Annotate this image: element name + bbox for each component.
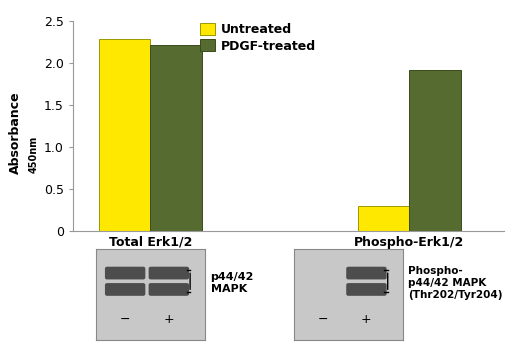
Text: p44/42
MAPK: p44/42 MAPK [211,272,254,294]
FancyBboxPatch shape [346,283,386,296]
FancyBboxPatch shape [105,267,146,279]
Text: +: + [163,313,174,326]
Legend: Untreated, PDGF-treated: Untreated, PDGF-treated [200,23,316,52]
Bar [409,70,461,231]
FancyBboxPatch shape [149,267,189,279]
Text: 450nm: 450nm [29,135,39,173]
Bar [99,40,150,231]
Text: +: + [361,313,372,326]
FancyBboxPatch shape [105,283,146,296]
Bar [358,206,409,231]
Bar [150,46,202,231]
Text: −: − [318,313,328,326]
FancyBboxPatch shape [149,283,189,296]
Text: Absorbance: Absorbance [9,92,22,174]
Text: −: − [120,313,131,326]
FancyBboxPatch shape [346,267,386,279]
Text: Phospho-
p44/42 MAPK
(Thr202/Tyr204): Phospho- p44/42 MAPK (Thr202/Tyr204) [408,266,503,300]
